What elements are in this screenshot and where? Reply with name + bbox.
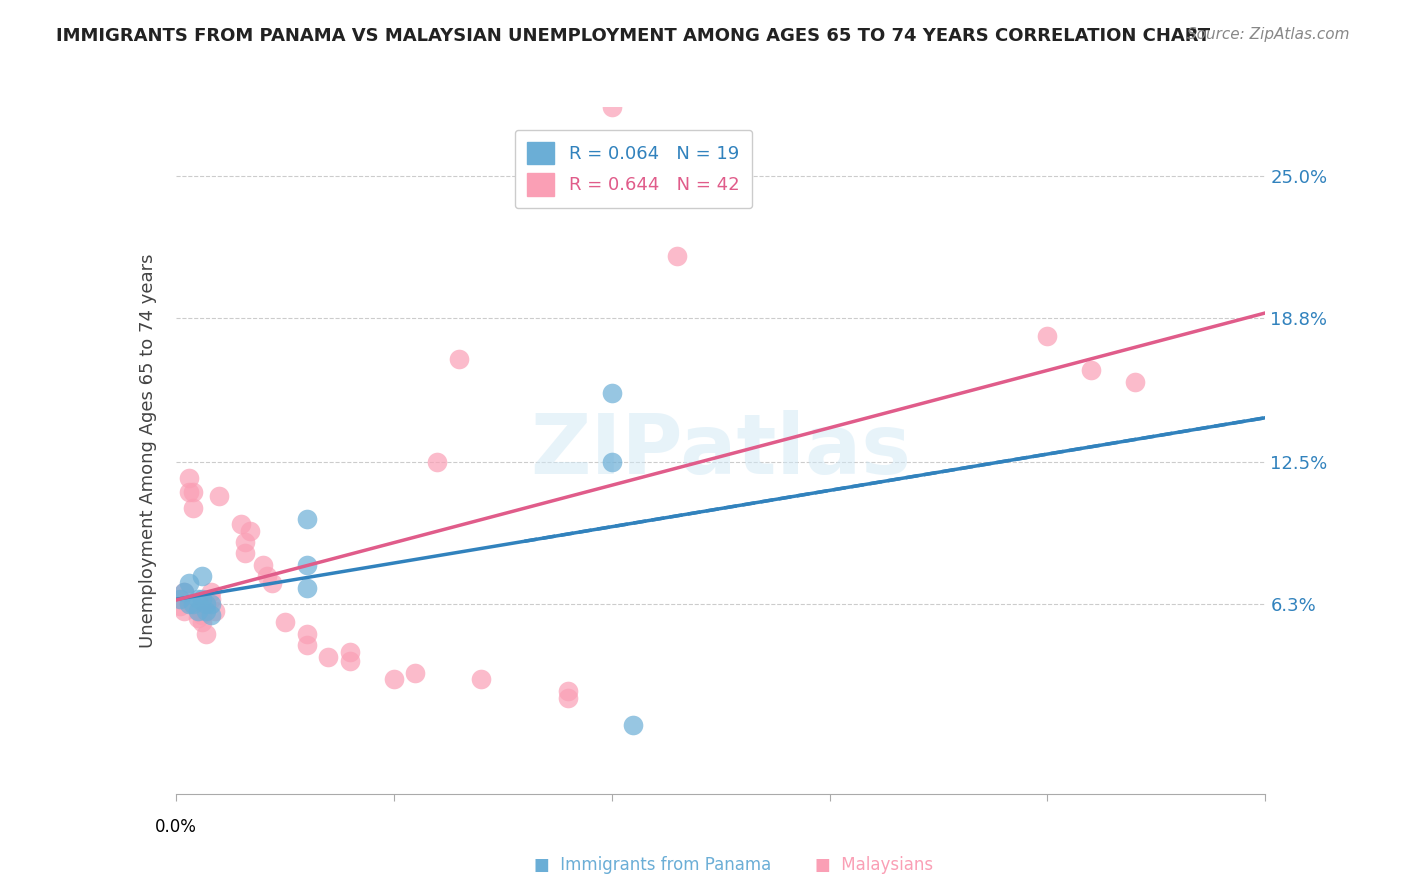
Malaysians <box>191 615 214 630</box>
Y-axis label: Unemployment Among Ages 65 to 74 years: Unemployment Among Ages 65 to 74 years <box>139 253 157 648</box>
Immigrants from Panama <box>169 592 191 607</box>
Malaysians <box>318 649 340 664</box>
Immigrants from Panama <box>173 585 195 599</box>
Malaysians <box>470 673 492 687</box>
Malaysians <box>256 569 278 583</box>
Text: Source: ZipAtlas.com: Source: ZipAtlas.com <box>1187 27 1350 42</box>
Malaysians <box>208 489 231 503</box>
Malaysians <box>600 100 623 114</box>
Text: ■  Immigrants from Panama: ■ Immigrants from Panama <box>534 856 772 874</box>
Immigrants from Panama <box>195 604 218 618</box>
Malaysians <box>382 673 405 687</box>
Malaysians <box>405 665 427 680</box>
Immigrants from Panama <box>191 569 214 583</box>
Legend: R = 0.064   N = 19, R = 0.644   N = 42: R = 0.064 N = 19, R = 0.644 N = 42 <box>515 130 752 208</box>
Malaysians <box>260 576 283 591</box>
Malaysians <box>557 683 579 698</box>
Malaysians <box>1080 363 1102 377</box>
Malaysians <box>339 654 361 668</box>
Immigrants from Panama <box>600 455 623 469</box>
Malaysians <box>181 484 204 499</box>
Immigrants from Panama <box>295 512 318 526</box>
Malaysians <box>666 249 689 263</box>
Malaysians <box>169 599 191 614</box>
Text: ■  Malaysians: ■ Malaysians <box>815 856 934 874</box>
Malaysians <box>557 690 579 705</box>
Malaysians <box>181 500 204 515</box>
Text: ZIPatlas: ZIPatlas <box>530 410 911 491</box>
Immigrants from Panama <box>200 608 222 623</box>
Malaysians <box>191 608 214 623</box>
Malaysians <box>177 471 200 485</box>
Malaysians <box>173 585 195 599</box>
Immigrants from Panama <box>186 592 209 607</box>
Malaysians <box>186 604 209 618</box>
Immigrants from Panama <box>621 718 644 732</box>
Immigrants from Panama <box>195 597 218 611</box>
Malaysians <box>339 645 361 659</box>
Malaysians <box>169 592 191 607</box>
Malaysians <box>200 592 222 607</box>
Immigrants from Panama <box>181 597 204 611</box>
Malaysians <box>447 351 470 366</box>
Immigrants from Panama <box>191 592 214 607</box>
Malaysians <box>1036 329 1059 343</box>
Malaysians <box>239 524 262 538</box>
Immigrants from Panama <box>600 386 623 401</box>
Malaysians <box>195 626 218 640</box>
Immigrants from Panama <box>177 576 200 591</box>
Text: 0.0%: 0.0% <box>155 818 197 836</box>
Malaysians <box>231 516 253 531</box>
Immigrants from Panama <box>186 604 209 618</box>
Malaysians <box>235 535 257 549</box>
Malaysians <box>274 615 297 630</box>
Malaysians <box>295 626 318 640</box>
Text: IMMIGRANTS FROM PANAMA VS MALAYSIAN UNEMPLOYMENT AMONG AGES 65 TO 74 YEARS CORRE: IMMIGRANTS FROM PANAMA VS MALAYSIAN UNEM… <box>56 27 1211 45</box>
Malaysians <box>1123 375 1146 389</box>
Malaysians <box>173 604 195 618</box>
Malaysians <box>186 610 209 624</box>
Immigrants from Panama <box>200 597 222 611</box>
Malaysians <box>295 638 318 652</box>
Malaysians <box>426 455 449 469</box>
Malaysians <box>204 604 226 618</box>
Malaysians <box>235 546 257 561</box>
Malaysians <box>200 585 222 599</box>
Malaysians <box>177 484 200 499</box>
Immigrants from Panama <box>177 597 200 611</box>
Immigrants from Panama <box>295 558 318 572</box>
Immigrants from Panama <box>295 581 318 595</box>
Malaysians <box>252 558 274 572</box>
